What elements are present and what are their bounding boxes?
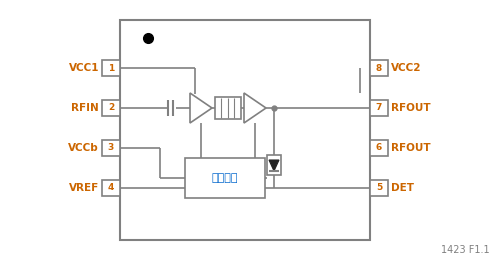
Text: RFIN: RFIN [71,103,99,113]
Bar [120,20,369,240]
Bar [369,60,387,76]
Text: VREF: VREF [69,183,99,193]
Text: VCC2: VCC2 [390,63,421,73]
Text: 7: 7 [375,103,381,112]
Bar [267,155,281,175]
Bar [369,100,387,116]
Text: DET: DET [390,183,413,193]
Text: RFOUT: RFOUT [390,143,430,153]
Bar [102,140,120,156]
Text: 4: 4 [108,183,114,193]
Text: 3: 3 [108,144,114,152]
Text: 5: 5 [375,183,381,193]
Bar [102,100,120,116]
Polygon shape [269,160,279,171]
Text: VCCb: VCCb [68,143,99,153]
Bar [214,97,240,119]
Text: 1: 1 [108,63,114,73]
Bar [369,140,387,156]
Bar [102,180,120,196]
Bar [102,60,120,76]
Text: RFOUT: RFOUT [390,103,430,113]
Bar [369,180,387,196]
Bar [185,158,265,198]
Text: 1423 F1.1: 1423 F1.1 [440,245,489,255]
Text: 8: 8 [375,63,381,73]
Text: 偏置电路: 偏置电路 [211,173,238,183]
Text: VCC1: VCC1 [68,63,99,73]
Text: 6: 6 [375,144,381,152]
Text: 2: 2 [108,103,114,112]
